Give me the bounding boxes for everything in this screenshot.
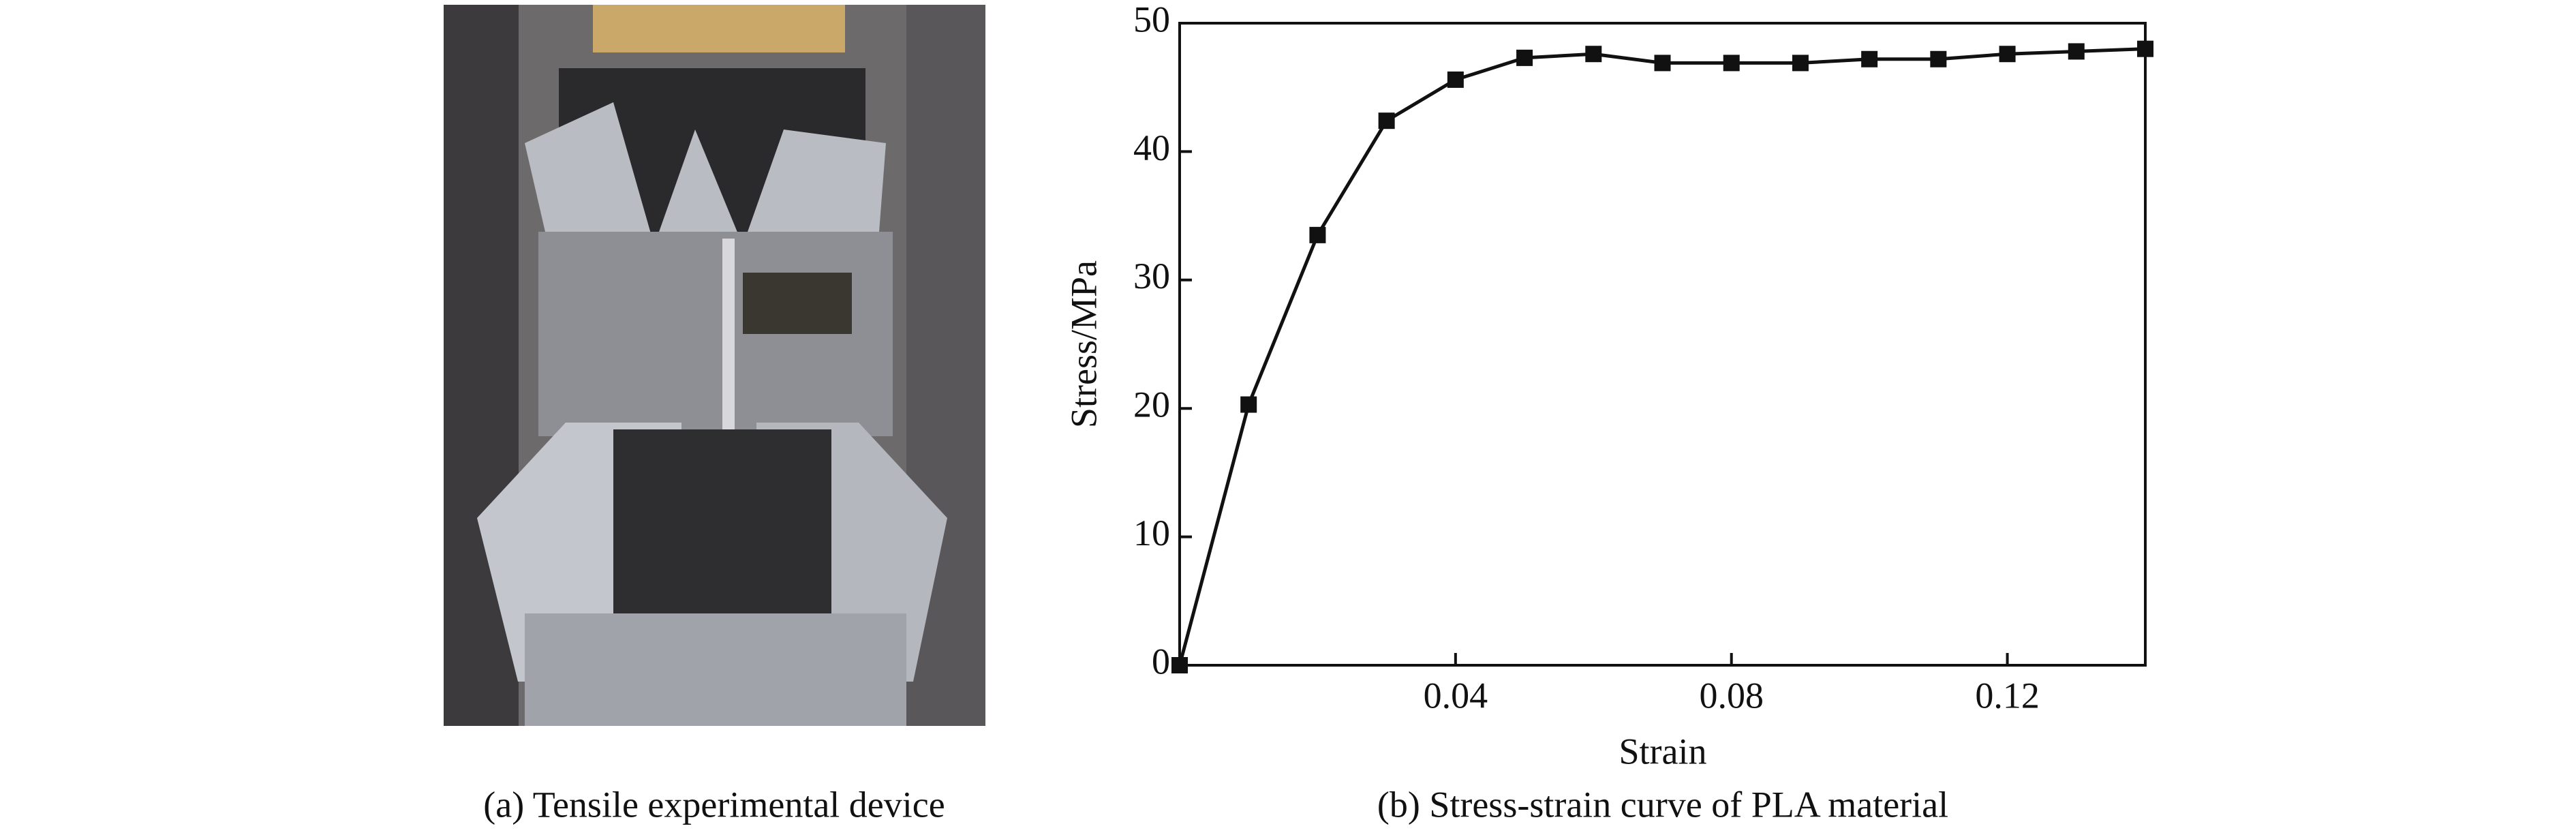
- x-tick-label: 0.12: [1975, 675, 2040, 716]
- data-point: [1516, 49, 1533, 66]
- data-point: [1378, 112, 1395, 130]
- data-point: [1930, 50, 1947, 67]
- data-line: [1178, 47, 2146, 666]
- data-point: [1585, 46, 1602, 63]
- data-point: [1723, 55, 1740, 72]
- y-tick-label: 40: [1133, 127, 1170, 168]
- data-point: [1309, 226, 1326, 243]
- photo: [444, 5, 985, 726]
- data-point: [2137, 40, 2153, 57]
- y-tick-label: 30: [1133, 256, 1170, 296]
- data-point: [2068, 43, 2085, 60]
- x-tick-label: 0.04: [1424, 675, 1488, 716]
- data-point: [1240, 396, 1257, 413]
- y-axis-label: Stress/MPa: [1063, 260, 1104, 428]
- plot-frame: [1178, 22, 2147, 667]
- chart-caption: (b) Stress-strain curve of PLA material: [1377, 784, 1948, 825]
- data-point: [1999, 46, 2016, 63]
- x-axis-label: Strain: [1619, 731, 1707, 772]
- y-tick-label: 50: [1133, 0, 1170, 40]
- y-tick-label: 0: [1152, 641, 1170, 682]
- data-point: [1792, 55, 1809, 72]
- data-point: [1861, 50, 1878, 67]
- x-tick-label: 0.08: [1699, 675, 1764, 716]
- data-point: [1447, 71, 1464, 88]
- y-tick-label: 10: [1133, 513, 1170, 553]
- data-point: [1171, 657, 1188, 673]
- photo-caption: (a) Tensile experimental device: [483, 784, 945, 825]
- data-point: [1654, 55, 1671, 72]
- y-tick-label: 20: [1133, 384, 1170, 425]
